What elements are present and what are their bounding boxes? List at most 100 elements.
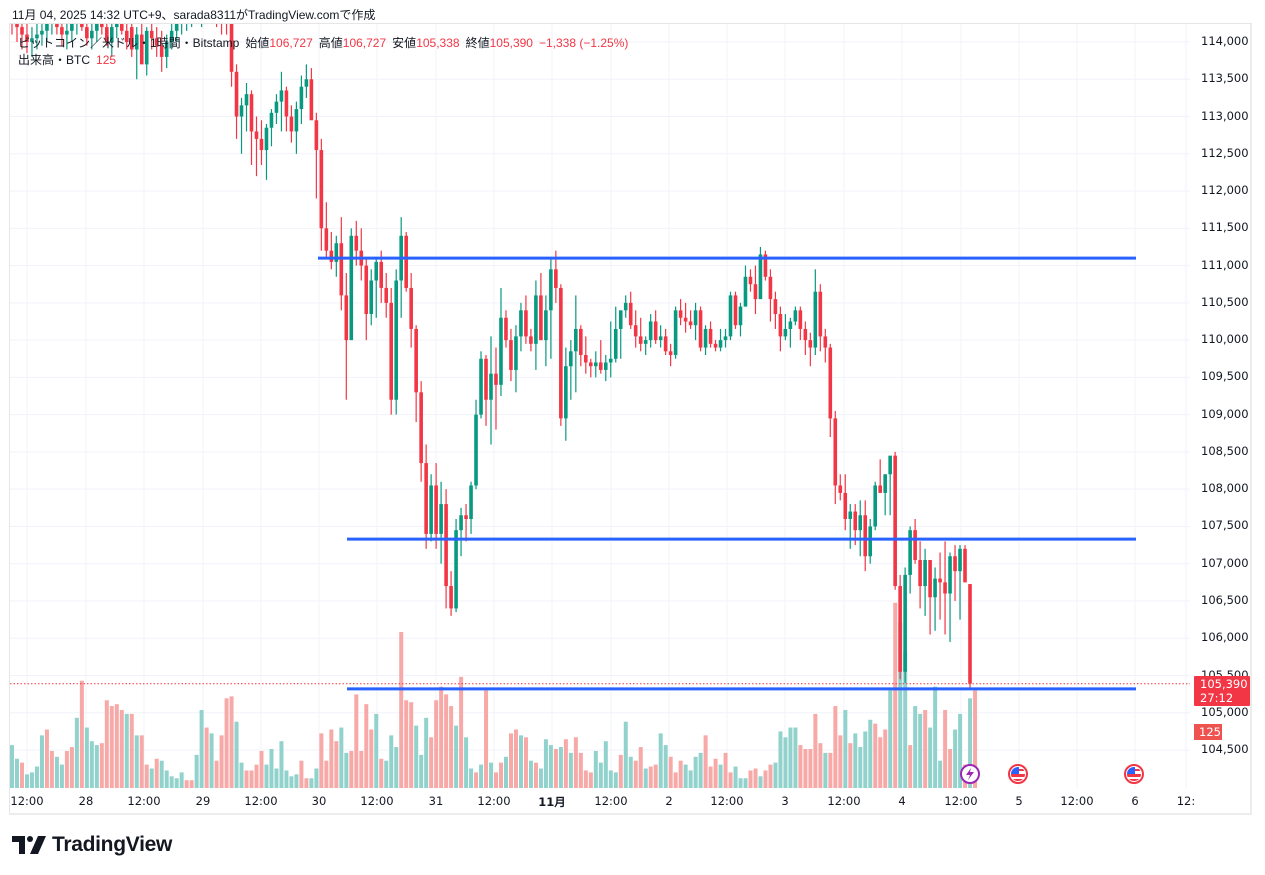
volume-bar bbox=[504, 756, 509, 788]
candle-down bbox=[748, 276, 753, 285]
price-axis-label: 107,000 bbox=[1201, 555, 1249, 570]
volume-bar bbox=[24, 774, 29, 788]
volume-bar bbox=[424, 717, 429, 788]
price-axis-label: 109,000 bbox=[1201, 406, 1249, 421]
volume-bar bbox=[369, 729, 374, 788]
candle-down bbox=[803, 328, 808, 341]
volume-bar bbox=[69, 747, 74, 788]
volume-bar bbox=[119, 710, 124, 788]
price-axis-label: 111,500 bbox=[1201, 220, 1249, 235]
candle-up bbox=[369, 280, 374, 315]
volume-bar bbox=[184, 780, 189, 788]
candle-up bbox=[334, 243, 339, 262]
candle-down bbox=[124, 30, 129, 42]
volume-bar bbox=[439, 686, 444, 788]
candle-up bbox=[743, 276, 748, 307]
candle-up bbox=[40, 30, 44, 35]
chart-frame[interactable] bbox=[9, 23, 1252, 815]
volume-bar bbox=[818, 743, 823, 788]
volume-bar bbox=[39, 735, 44, 788]
volume-bar bbox=[608, 770, 613, 788]
candle-up bbox=[95, 24, 99, 31]
candle-up bbox=[608, 358, 613, 363]
volume-bar bbox=[938, 760, 943, 788]
candle-down bbox=[484, 358, 488, 400]
volume-bar bbox=[494, 772, 499, 788]
symbol-label[interactable]: ビットコイン／米ドル・1時間・Bitstamp bbox=[18, 36, 240, 50]
volume-bar bbox=[179, 772, 184, 788]
time-axis-label: 12:00 bbox=[127, 794, 161, 808]
volume-bar bbox=[618, 754, 623, 788]
candle-down bbox=[708, 328, 713, 344]
volume-bar bbox=[723, 752, 728, 788]
candle-down bbox=[833, 418, 838, 486]
candle-down bbox=[129, 27, 134, 50]
candle-up bbox=[180, 20, 184, 24]
candle-down bbox=[409, 287, 413, 329]
candle-down bbox=[220, 16, 224, 20]
candle-up bbox=[564, 366, 568, 419]
candle-up bbox=[703, 328, 708, 348]
time-axis-label: 12:00 bbox=[360, 794, 394, 808]
last-price-value: 105,390 bbox=[1200, 677, 1248, 691]
candle-up bbox=[299, 86, 304, 110]
volume-bar bbox=[234, 721, 239, 788]
price-axis-label: 113,000 bbox=[1201, 108, 1249, 123]
volume-bar bbox=[878, 737, 883, 788]
volume-bar bbox=[593, 750, 598, 788]
candle-down bbox=[379, 261, 384, 288]
candle-up bbox=[75, 16, 79, 23]
volume-bar bbox=[668, 756, 673, 788]
volume-bar bbox=[808, 749, 813, 788]
volume-bar bbox=[484, 690, 489, 788]
candle-down bbox=[733, 295, 738, 326]
price-axis-label: 104,500 bbox=[1201, 742, 1249, 757]
time-axis-label: 5 bbox=[1015, 794, 1023, 808]
volume-bar bbox=[783, 737, 788, 788]
us-flag-event-icon[interactable] bbox=[1008, 764, 1028, 784]
time-axis-label: 12:00 bbox=[10, 794, 44, 808]
candle-up bbox=[279, 90, 284, 102]
candle-down bbox=[928, 559, 932, 598]
volume-bar bbox=[329, 729, 334, 788]
candle-down bbox=[254, 131, 259, 139]
us-flag-event-icon[interactable] bbox=[1124, 764, 1144, 784]
price-legend-row: ビットコイン／米ドル・1時間・Bitstamp 始値 106,727 高値 106,… bbox=[18, 35, 628, 52]
candle-down bbox=[234, 71, 239, 117]
tradingview-logo[interactable]: TradingView bbox=[12, 833, 172, 857]
candle-down bbox=[389, 302, 394, 400]
candle-up bbox=[908, 530, 912, 575]
volume-bar bbox=[633, 760, 638, 788]
volume-bar bbox=[29, 772, 34, 788]
candle-up bbox=[474, 414, 478, 486]
volume-bar bbox=[578, 752, 583, 788]
time-axis-label: 4 bbox=[898, 794, 906, 808]
candle-down bbox=[404, 235, 408, 288]
candle-up bbox=[274, 101, 279, 113]
volume-bar bbox=[923, 710, 928, 788]
candle-down bbox=[938, 578, 942, 583]
candle-down bbox=[688, 321, 693, 326]
candle-down bbox=[229, 24, 234, 72]
price-axis-label: 112,000 bbox=[1201, 183, 1249, 198]
volume-bar bbox=[643, 768, 648, 788]
candle-up bbox=[459, 515, 463, 531]
time-axis-label: 31 bbox=[428, 794, 444, 808]
volume-bar bbox=[429, 737, 434, 788]
volume-bar bbox=[943, 710, 948, 788]
candle-down bbox=[838, 485, 843, 493]
candle-up bbox=[888, 455, 892, 475]
volume-bar bbox=[444, 694, 449, 788]
candle-up bbox=[848, 511, 853, 519]
lightning-event-icon[interactable] bbox=[960, 764, 980, 784]
candle-up bbox=[304, 79, 309, 87]
volume-bar bbox=[454, 725, 459, 788]
price-axis-label: 109,500 bbox=[1201, 369, 1249, 384]
candle-up bbox=[519, 310, 523, 337]
candle-down bbox=[818, 291, 823, 337]
candle-down bbox=[249, 94, 254, 132]
volume-value: 125 bbox=[96, 53, 117, 67]
candle-up bbox=[200, 8, 204, 15]
volume-label[interactable]: 出来高・BTC bbox=[18, 53, 91, 67]
